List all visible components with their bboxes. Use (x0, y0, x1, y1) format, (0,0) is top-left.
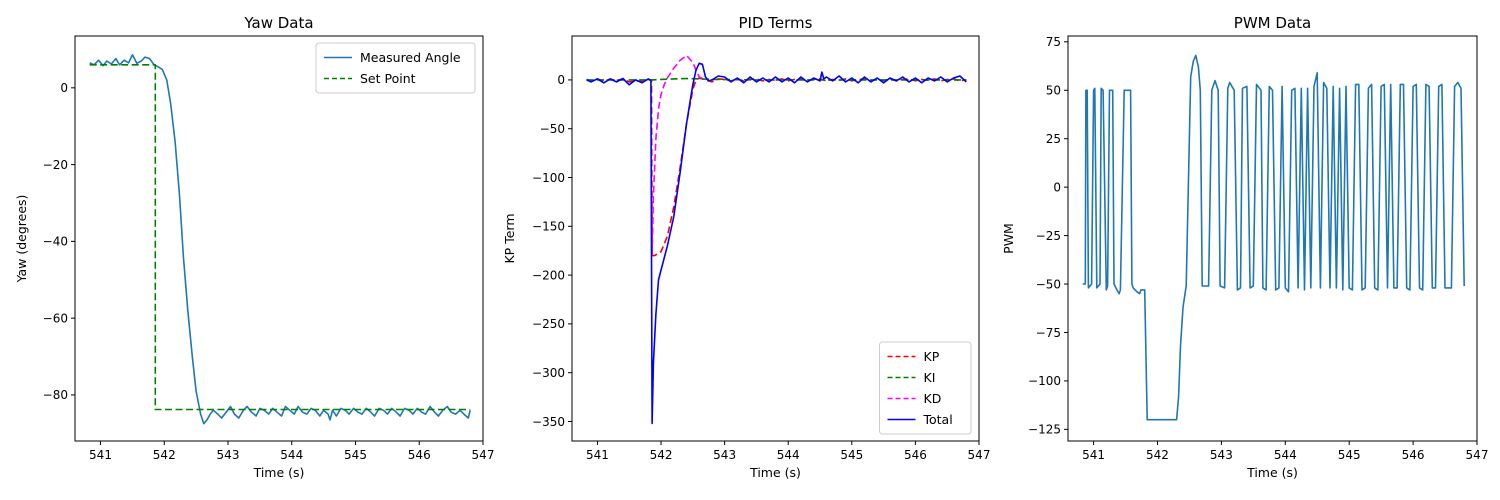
x-tick-label: 547 (1466, 448, 1489, 462)
y-tick-label: −20 (43, 158, 68, 172)
y-tick-label: −300 (532, 366, 565, 380)
y-tick-label: −60 (43, 311, 68, 325)
y-tick-label: 50 (1046, 84, 1061, 98)
x-tick-label: 542 (650, 448, 673, 462)
y-axis-label: KP Term (502, 213, 517, 263)
x-tick-label: 543 (713, 448, 736, 462)
y-tick-label: 75 (1046, 35, 1061, 49)
x-axis-label: Time (s) (749, 465, 801, 480)
x-axis-label: Time (s) (253, 465, 305, 480)
x-tick-label: 543 (217, 448, 240, 462)
plot-frame (1067, 35, 1478, 442)
y-tick-label: −40 (43, 235, 68, 249)
series-line-1-2 (651, 54, 706, 256)
chart-title: PID Terms (739, 14, 813, 32)
x-tick-label: 544 (280, 448, 303, 462)
legend-label: KP (924, 349, 940, 364)
series-line-0-1 (89, 64, 471, 411)
legend-label: Total (923, 412, 953, 427)
y-axis-label: Yaw (degrees) (14, 195, 29, 284)
x-tick-label: 541 (89, 448, 112, 462)
y-axis-label: PWM (1001, 223, 1016, 254)
series-line-2-0 (1082, 54, 1465, 421)
y-tick-label: 25 (1046, 132, 1061, 146)
x-tick-label: 546 (1402, 448, 1425, 462)
y-tick-label: −80 (43, 388, 68, 402)
legend-label: Set Point (360, 71, 416, 86)
x-tick-label: 545 (344, 448, 367, 462)
y-tick-label: −150 (532, 220, 565, 234)
x-tick-label: 545 (1338, 448, 1361, 462)
x-tick-label: 547 (472, 448, 495, 462)
plot-frame (571, 35, 980, 442)
y-tick-label: 0 (60, 81, 68, 95)
legend-label: Measured Angle (360, 50, 461, 65)
legend: KP KI KD Total (879, 341, 972, 435)
y-tick-label: −350 (532, 415, 565, 429)
chart-title: Yaw Data (243, 14, 313, 32)
y-tick-label: −75 (1036, 326, 1061, 340)
series-line-1-1 (586, 77, 967, 81)
legend-box (879, 341, 972, 435)
y-tick-label: −50 (540, 122, 565, 136)
x-tick-label: 544 (777, 448, 800, 462)
y-tick-label: −200 (532, 268, 565, 282)
x-tick-label: 546 (904, 448, 927, 462)
chart-2: 541 542 543 544 545 546 547 75 50 25 0 −25 −50 −75 −10… (1001, 14, 1488, 480)
x-tick-label: 545 (840, 448, 863, 462)
x-tick-label: 543 (1210, 448, 1233, 462)
legend-label: KD (924, 391, 942, 406)
y-tick-label: 0 (557, 73, 565, 87)
x-tick-label: 542 (153, 448, 176, 462)
x-tick-label: 547 (968, 448, 991, 462)
y-tick-label: −100 (532, 171, 565, 185)
legend: Measured Angle Set Point (315, 42, 476, 94)
series-line-1-3 (586, 62, 967, 425)
y-tick-label: −25 (1036, 229, 1061, 243)
chart-0: 541 542 543 544 545 546 547 0 −20 −40 −60 −80 Yaw Da… (14, 14, 494, 480)
y-tick-label: −125 (1028, 423, 1061, 437)
y-tick-label: −100 (1028, 374, 1061, 388)
x-tick-label: 546 (408, 448, 431, 462)
chart-title: PWM Data (1234, 14, 1311, 32)
x-tick-label: 541 (1082, 448, 1105, 462)
plot-frame (74, 35, 484, 442)
x-tick-label: 541 (586, 448, 609, 462)
x-axis-label: Time (s) (1246, 465, 1298, 480)
x-tick-label: 544 (1274, 448, 1297, 462)
x-tick-label: 542 (1146, 448, 1169, 462)
y-tick-label: −50 (1036, 277, 1061, 291)
y-tick-label: 0 (1053, 180, 1061, 194)
legend-box (315, 42, 476, 94)
legend-label: KI (924, 370, 936, 385)
y-tick-label: −250 (532, 317, 565, 331)
chart-1: 541 542 543 544 545 546 547 0 −50 −100 −150 −200 −25… (502, 14, 990, 480)
